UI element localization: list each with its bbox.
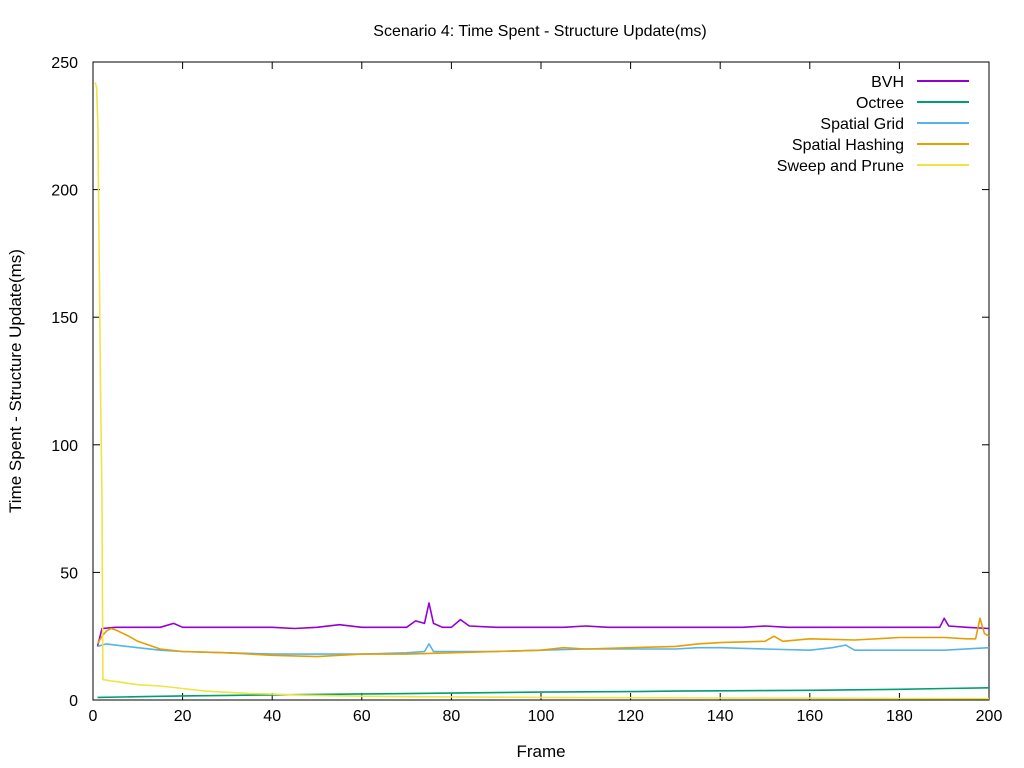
y-tick-label: 250 bbox=[51, 55, 78, 72]
x-tick-label: 40 bbox=[263, 708, 281, 725]
x-tick-label: 60 bbox=[353, 708, 371, 725]
x-tick-label: 120 bbox=[617, 708, 644, 725]
legend-label-sweep-and-prune: Sweep and Prune bbox=[777, 158, 904, 175]
x-tick-label: 200 bbox=[976, 708, 1003, 725]
y-tick-label: 150 bbox=[51, 310, 78, 327]
legend: BVH Octree Spatial Grid Spatial Hashing Swee… bbox=[777, 74, 969, 175]
x-tick-label: 100 bbox=[528, 708, 555, 725]
legend-label-octree: Octree bbox=[856, 95, 904, 112]
y-axis-label: Time Spent - Structure Update(ms) bbox=[6, 249, 25, 513]
series-lines bbox=[94, 82, 990, 700]
x-axis-label: Frame bbox=[516, 742, 565, 761]
y-axis: 0 50 100 150 200 250 bbox=[51, 55, 989, 710]
x-tick-label: 0 bbox=[89, 708, 98, 725]
series-line-bvh bbox=[96, 602, 990, 647]
legend-label-bvh: BVH bbox=[871, 74, 904, 91]
series-line-spatial-hashing bbox=[96, 617, 990, 658]
y-tick-label: 0 bbox=[69, 693, 78, 710]
x-tick-label: 80 bbox=[443, 708, 461, 725]
x-axis: 0 20 40 60 80 100 120 140 160 180 200 bbox=[89, 62, 1003, 725]
x-tick-label: 180 bbox=[886, 708, 913, 725]
x-tick-label: 160 bbox=[796, 708, 823, 725]
legend-label-spatial-grid: Spatial Grid bbox=[820, 116, 904, 133]
chart-title: Scenario 4: Time Spent - Structure Updat… bbox=[373, 23, 706, 40]
legend-label-spatial-hashing: Spatial Hashing bbox=[792, 137, 904, 154]
y-tick-label: 100 bbox=[51, 438, 78, 455]
x-tick-label: 140 bbox=[707, 708, 734, 725]
y-tick-label: 50 bbox=[60, 565, 78, 582]
series-line-octree bbox=[97, 687, 990, 699]
series-line-sweep-and-prune bbox=[94, 82, 990, 700]
x-tick-label: 20 bbox=[174, 708, 192, 725]
y-tick-label: 200 bbox=[51, 183, 78, 200]
